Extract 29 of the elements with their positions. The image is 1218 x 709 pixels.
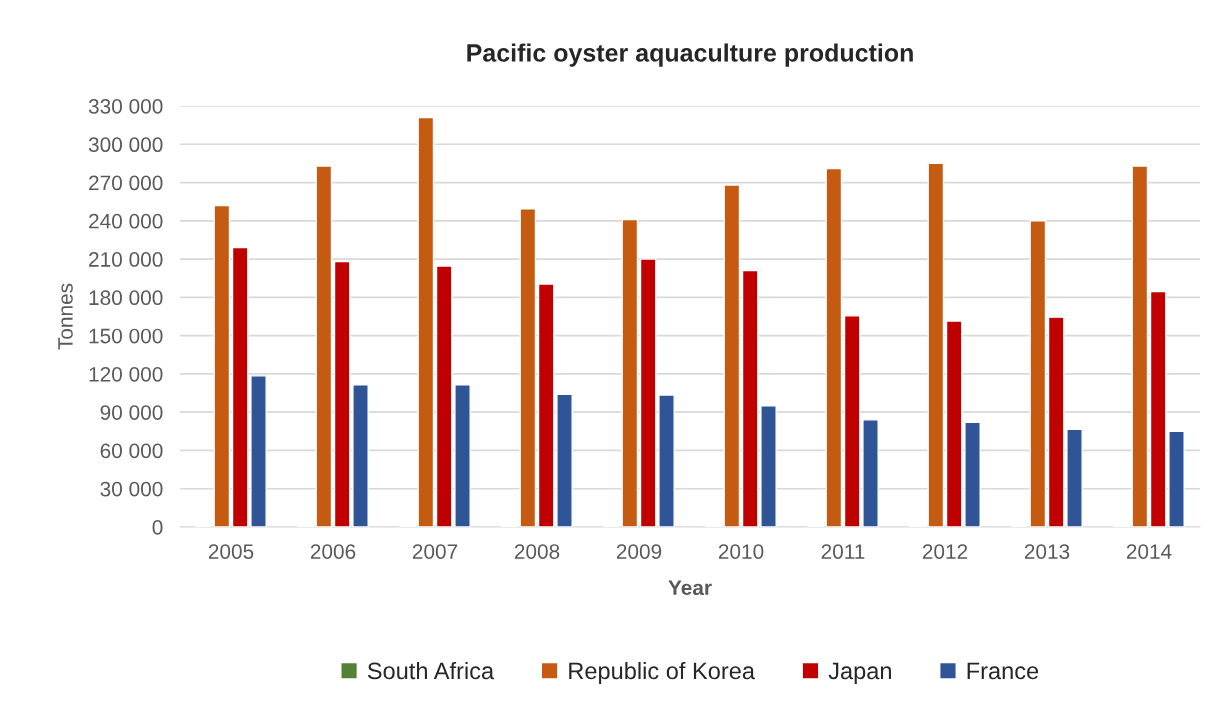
- x-tick-label: 2005: [208, 544, 254, 559]
- x-tick-label: 2012: [922, 544, 968, 559]
- y-tick-label: 90 000: [100, 405, 163, 420]
- legend-label: South Africa: [367, 661, 495, 680]
- y-tick-label: 270 000: [89, 175, 163, 191]
- y-tick-label: 210 000: [89, 252, 163, 267]
- y-axis-title: Tonnes: [58, 283, 73, 350]
- y-tick-label: 300 000: [88, 137, 163, 153]
- x-tick-label: 2006: [310, 544, 356, 559]
- y-tick-label: 0: [152, 520, 163, 535]
- legend-label: Japan: [828, 662, 891, 684]
- chart-title: Pacific oyster aquaculture production: [467, 43, 913, 67]
- y-tick-label: 180 000: [89, 290, 163, 306]
- legend-label: Republic of Korea: [569, 661, 755, 684]
- y-tick-label: 30 000: [100, 481, 163, 497]
- x-axis-title: Year: [668, 580, 712, 596]
- y-tick-label: 240 000: [89, 213, 163, 229]
- x-tick-label: 2007: [412, 544, 458, 559]
- x-tick-label: 2013: [1024, 544, 1070, 559]
- y-tick-label: 120 000: [89, 366, 163, 382]
- x-tick-label: 2011: [821, 544, 865, 559]
- legend-label: France: [967, 662, 1039, 680]
- y-tick-label: 330 000: [88, 99, 163, 114]
- y-tick-label: 60 000: [100, 443, 163, 459]
- x-tick-label: 2008: [514, 544, 560, 559]
- y-tick-label: 150 000: [89, 328, 163, 344]
- x-tick-label: 2010: [718, 544, 764, 559]
- x-tick-label: 2014: [1126, 544, 1172, 559]
- x-tick-label: 2009: [616, 544, 662, 559]
